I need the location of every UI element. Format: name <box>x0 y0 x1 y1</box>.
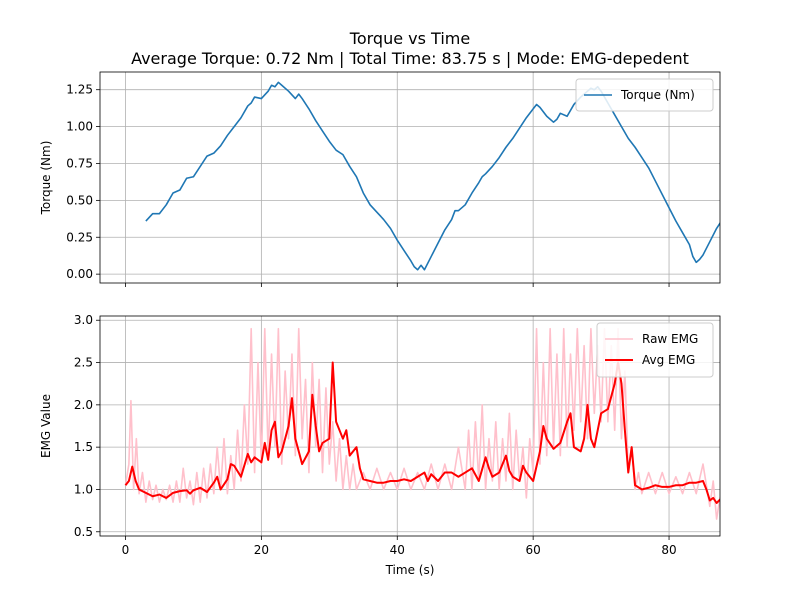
emg-legend-box <box>596 322 714 378</box>
emg-ytick-label-3: 2.0 <box>74 398 93 412</box>
emg-xtick-label-1: 20 <box>254 543 269 557</box>
torque-ytick-label-0: 0.00 <box>66 267 93 281</box>
emg-ytick-label-0: 0.5 <box>74 525 93 539</box>
figure-title: Torque vs Time <box>349 29 470 48</box>
emg-frame <box>99 315 721 537</box>
torque-ytick-label-1: 0.25 <box>66 230 93 244</box>
emg-legend-label-1: Avg EMG <box>642 353 695 367</box>
torque-frame <box>99 71 721 284</box>
emg-ytick-label-1: 1.0 <box>74 482 93 496</box>
emg-xtick-label-2: 40 <box>390 543 405 557</box>
torque-ytick-label-2: 0.50 <box>66 193 93 207</box>
torque-ytick-label-4: 1.00 <box>66 120 93 134</box>
emg-series-1-line <box>124 361 720 504</box>
emg-ytick-label-5: 3.0 <box>74 313 93 327</box>
emg-ytick-label-2: 1.5 <box>74 440 93 454</box>
emg-ylabel: EMG Value <box>39 394 53 458</box>
torque-legend-label-0: Torque (Nm) <box>620 88 695 102</box>
torque-ytick-label-5: 1.25 <box>66 83 93 97</box>
torque-legend-box <box>575 78 714 112</box>
emg-axes: 0 20 40 60 80 0.5 1.0 1.5 2.0 2.5 3.0 EMG Value Time… <box>39 313 721 577</box>
emg-xtick-label-3: 60 <box>526 543 541 557</box>
emg-xtick-label-0: 0 <box>122 543 130 557</box>
emg-series-0-line <box>124 327 720 520</box>
torque-ytick-label-3: 0.75 <box>66 156 93 170</box>
torque-series-0-line <box>145 81 720 271</box>
torque-ylabel: Torque (Nm) <box>39 141 53 216</box>
emg-xtick-label-4: 80 <box>661 543 676 557</box>
emg-ytick-label-4: 2.5 <box>74 356 93 370</box>
emg-xlabel: Time (s) <box>385 563 435 577</box>
figure-subtitle: Average Torque: 0.72 Nm | Total Time: 83… <box>131 49 689 68</box>
emg-legend-label-0: Raw EMG <box>642 332 698 346</box>
torque-axes: 0.00 0.25 0.50 0.75 1.00 1.25 Torque (Nm) Torqu… <box>39 71 721 287</box>
